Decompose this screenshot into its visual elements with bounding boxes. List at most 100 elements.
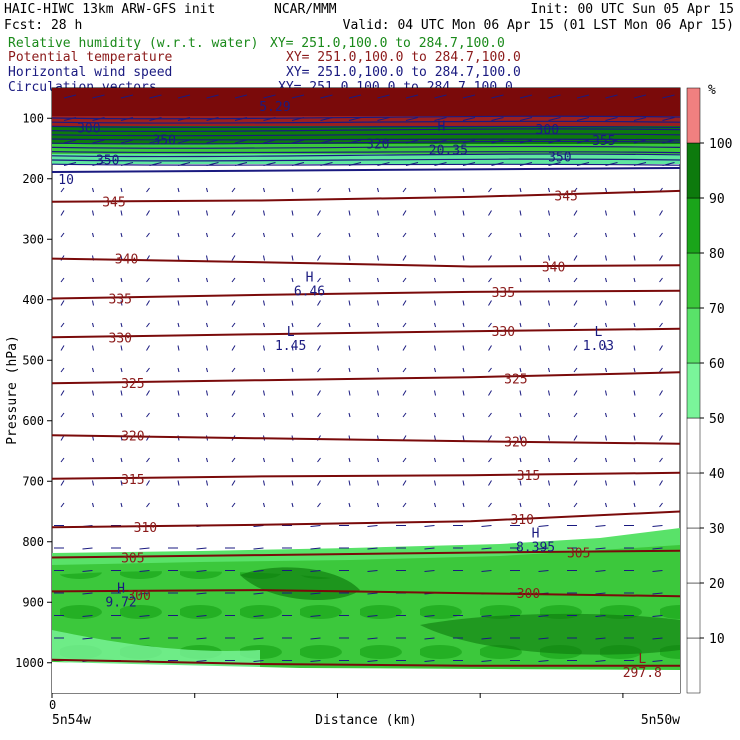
circulation-vector	[605, 412, 607, 418]
circulation-vector	[462, 367, 465, 373]
circulation-vector	[92, 94, 105, 99]
circulation-vector	[434, 322, 436, 328]
circulation-vector	[434, 117, 447, 121]
wind-contour	[52, 138, 680, 141]
extremum-marker: L	[638, 652, 646, 667]
circulation-vector	[177, 255, 180, 261]
circulation-vector	[434, 210, 436, 216]
circulation-vector	[146, 300, 150, 306]
circulation-vector	[481, 637, 492, 640]
circulation-vector	[481, 525, 492, 527]
circulation-vector	[377, 277, 379, 283]
circulation-vector	[595, 525, 606, 527]
circulation-vector	[317, 187, 321, 193]
org-label: NCAR/MMM	[274, 2, 337, 17]
circulation-vector	[317, 255, 321, 261]
circulation-vector	[177, 232, 180, 238]
circulation-vector	[659, 322, 663, 328]
colorbar: 10 20 30 40 50 60 70 80 90 100	[686, 87, 732, 694]
circulation-vector	[196, 615, 207, 617]
circulation-vector	[633, 435, 636, 441]
contour-label: 335	[492, 286, 515, 301]
circulation-vector	[92, 502, 94, 508]
circulation-vector	[348, 367, 351, 373]
circulation-vector	[196, 592, 207, 595]
circulation-vector	[92, 300, 94, 306]
circulation-vector	[348, 255, 351, 261]
field-rh-label: Relative humidity (w.r.t. water)	[8, 36, 258, 51]
circulation-vector	[633, 367, 636, 373]
circulation-vector	[488, 300, 492, 306]
circulation-vector	[434, 435, 436, 441]
circulation-vector	[573, 232, 578, 238]
circulation-vector	[424, 615, 435, 617]
colorbar-segment	[686, 362, 701, 419]
circulation-vector	[253, 637, 264, 640]
y-axis: 100 200 300 400 500 600 700 800 900 1000	[15, 111, 52, 670]
circulation-vector	[60, 480, 65, 486]
circulation-vector	[434, 255, 436, 261]
circulation-vector	[434, 390, 436, 396]
circulation-vector	[538, 660, 549, 662]
circulation-vector	[291, 322, 294, 328]
circulation-vector	[120, 457, 123, 463]
circulation-vector	[519, 345, 522, 351]
contour-label: 5.29	[259, 100, 290, 115]
circulation-vector	[434, 277, 436, 283]
circulation-vector	[231, 322, 236, 328]
wind-contour	[52, 128, 680, 132]
circulation-vector	[60, 232, 65, 238]
circulation-vector	[253, 660, 264, 662]
colorbar-segment	[686, 307, 701, 364]
rh-bl-core-2	[420, 613, 680, 655]
circulation-vector	[377, 300, 379, 306]
circulation-vector	[633, 345, 636, 351]
circulation-vector	[92, 390, 94, 396]
circulation-vector	[317, 300, 321, 306]
circulation-vector	[120, 277, 123, 283]
circulation-vector	[206, 367, 208, 373]
circulation-vector	[206, 300, 208, 306]
colorbar-segment	[686, 252, 701, 309]
circulation-vector	[367, 660, 378, 662]
contour-label: 315	[121, 473, 144, 488]
circulation-vector	[92, 480, 94, 486]
circulation-vector	[263, 322, 265, 328]
contour-label: 300	[536, 123, 559, 138]
circulation-vector	[92, 187, 94, 193]
circulation-vector	[367, 615, 378, 617]
circulation-vector	[434, 367, 436, 373]
circulation-vector	[548, 94, 561, 99]
circulation-vector	[291, 94, 305, 99]
circulation-vector	[60, 502, 65, 508]
circulation-vector	[206, 412, 208, 418]
circulation-vector	[82, 547, 93, 550]
extremum-marker: L	[594, 325, 602, 340]
circulation-vector	[317, 480, 321, 486]
circulation-vector	[633, 300, 636, 306]
circulation-vector	[659, 345, 663, 351]
circulation-vector	[659, 255, 663, 261]
circulation-vector	[206, 277, 208, 283]
circulation-vector	[377, 390, 379, 396]
circulation-vector	[263, 502, 265, 508]
circulation-vector	[206, 255, 208, 261]
circulation-vector	[206, 502, 208, 508]
circulation-vector	[177, 139, 191, 144]
rh-upper-red-band	[52, 116, 680, 126]
circulation-vector	[548, 367, 550, 373]
circulation-vector	[605, 457, 607, 463]
circulation-vector	[120, 480, 123, 486]
circulation-vector	[206, 322, 208, 328]
circulation-vector	[488, 345, 492, 351]
contour-label: 340	[542, 260, 565, 275]
circulation-vector	[659, 390, 663, 396]
circulation-vector	[488, 232, 492, 238]
circulation-vector	[481, 615, 492, 617]
theta-contour-lines	[52, 189, 680, 667]
circulation-vector	[120, 94, 134, 99]
circulation-vector	[402, 255, 407, 261]
circulation-vector	[424, 547, 435, 550]
contour-label: 300	[127, 589, 150, 604]
circulation-vector	[263, 345, 265, 351]
